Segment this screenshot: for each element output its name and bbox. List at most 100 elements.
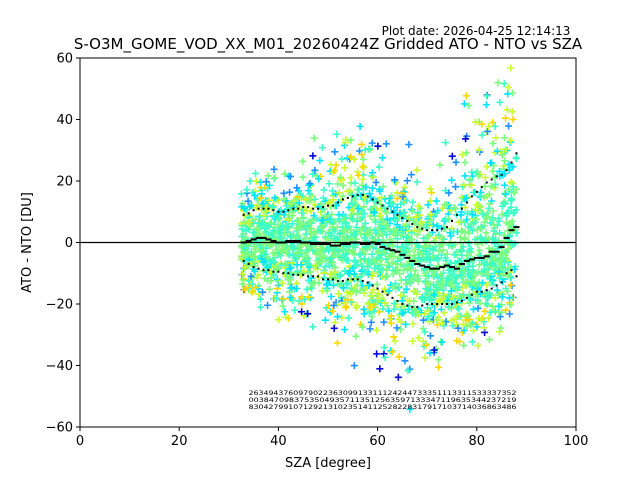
scatter-point [501,157,509,165]
scatter-point [409,198,417,206]
scatter-point [309,152,317,160]
std-marker [371,284,374,287]
scatter-point [413,307,421,315]
scatter-point [489,167,497,175]
scatter-point [441,200,449,208]
scatter-point [251,215,259,223]
scatter-point [401,357,409,365]
scatter-point [425,296,433,304]
scatter-point [445,215,453,223]
x-tick-label: 40 [270,434,287,449]
scatter-point [416,248,424,256]
scatter-point [505,220,513,228]
scatter-point [381,273,389,281]
scatter-point [345,314,353,322]
scatter-point [415,254,423,262]
scatter-point [288,220,296,228]
scatter-point [394,235,402,243]
scatter-point [432,209,440,217]
scatter-point [486,219,494,227]
scatter-point [344,296,352,304]
scatter-point [274,316,282,324]
scatter-point [379,183,387,191]
scatter-point [334,247,342,255]
scatter-point [401,226,409,234]
scatter-point [394,257,402,265]
scatter-point [380,318,388,326]
std-marker [391,296,394,299]
scatter-point [406,405,414,413]
scatter-point [309,170,317,178]
scatter-point [368,139,376,147]
scatter-point [430,346,438,354]
scatter-point [318,254,326,262]
scatter-point [480,266,488,274]
scatter-point [412,213,420,221]
scatter-point [397,261,405,269]
scatter-point [377,193,385,201]
scatter-point [463,210,471,218]
scatter-point [481,307,489,315]
scatter-point [383,231,391,239]
scatter-point [249,254,257,262]
scatter-point [449,322,457,330]
scatter-point [280,230,288,238]
scatter-point [366,190,374,198]
scatter-point [295,217,303,225]
scatter-point [509,89,517,97]
scatter-point [334,215,342,223]
scatter-point [316,157,324,165]
scatter-point [462,194,470,202]
scatter-point [424,313,432,321]
scatter-point [370,307,378,315]
scatter-point [350,286,358,294]
scatter-point [468,338,476,346]
scatter-point [482,101,490,109]
scatter-point [478,131,486,139]
scatter-point [325,180,333,188]
scatter-point [295,199,303,207]
scatter-point [457,211,465,219]
scatter-point [504,210,512,218]
scatter-point [284,276,292,284]
scatter-point [452,183,460,191]
scatter-point [369,173,377,181]
y-tick-label: −40 [46,359,73,374]
scatter-point [347,136,355,144]
bin-counts: 2634943760979022363099133111242447333511… [249,390,517,411]
x-tick-label: 0 [76,434,84,449]
scatter-point [465,240,473,248]
scatter-point [459,321,467,329]
scatter-point [473,201,481,209]
scatter-point [507,64,515,72]
std-marker [267,207,270,210]
scatter-point [293,249,301,257]
scatter-point [424,233,432,241]
scatter-point [278,296,286,304]
scatter-point [419,316,427,324]
scatter-point [469,305,477,313]
scatter-point [464,312,472,320]
scatter-point [403,177,411,185]
std-marker [465,201,468,204]
scatter-point [275,214,283,222]
scatter-point [502,254,510,262]
scatter-point [477,269,485,277]
std-marker [336,279,339,282]
scatter-point [381,195,389,203]
scatter-point [453,312,461,320]
std-marker [421,304,424,307]
scatter-point [501,134,509,142]
scatter-point [442,139,450,147]
scatter-point [498,293,506,301]
scatter-point [299,173,307,181]
scatter-point [239,276,247,284]
scatter-point [315,175,323,183]
scatter-point [342,279,350,287]
scatter-point [298,209,306,217]
scatter-point [326,229,334,237]
scatter-point [404,367,412,375]
scatter-point [495,268,503,276]
y-tick-label: 0 [65,236,73,251]
scatter-point [371,226,379,234]
